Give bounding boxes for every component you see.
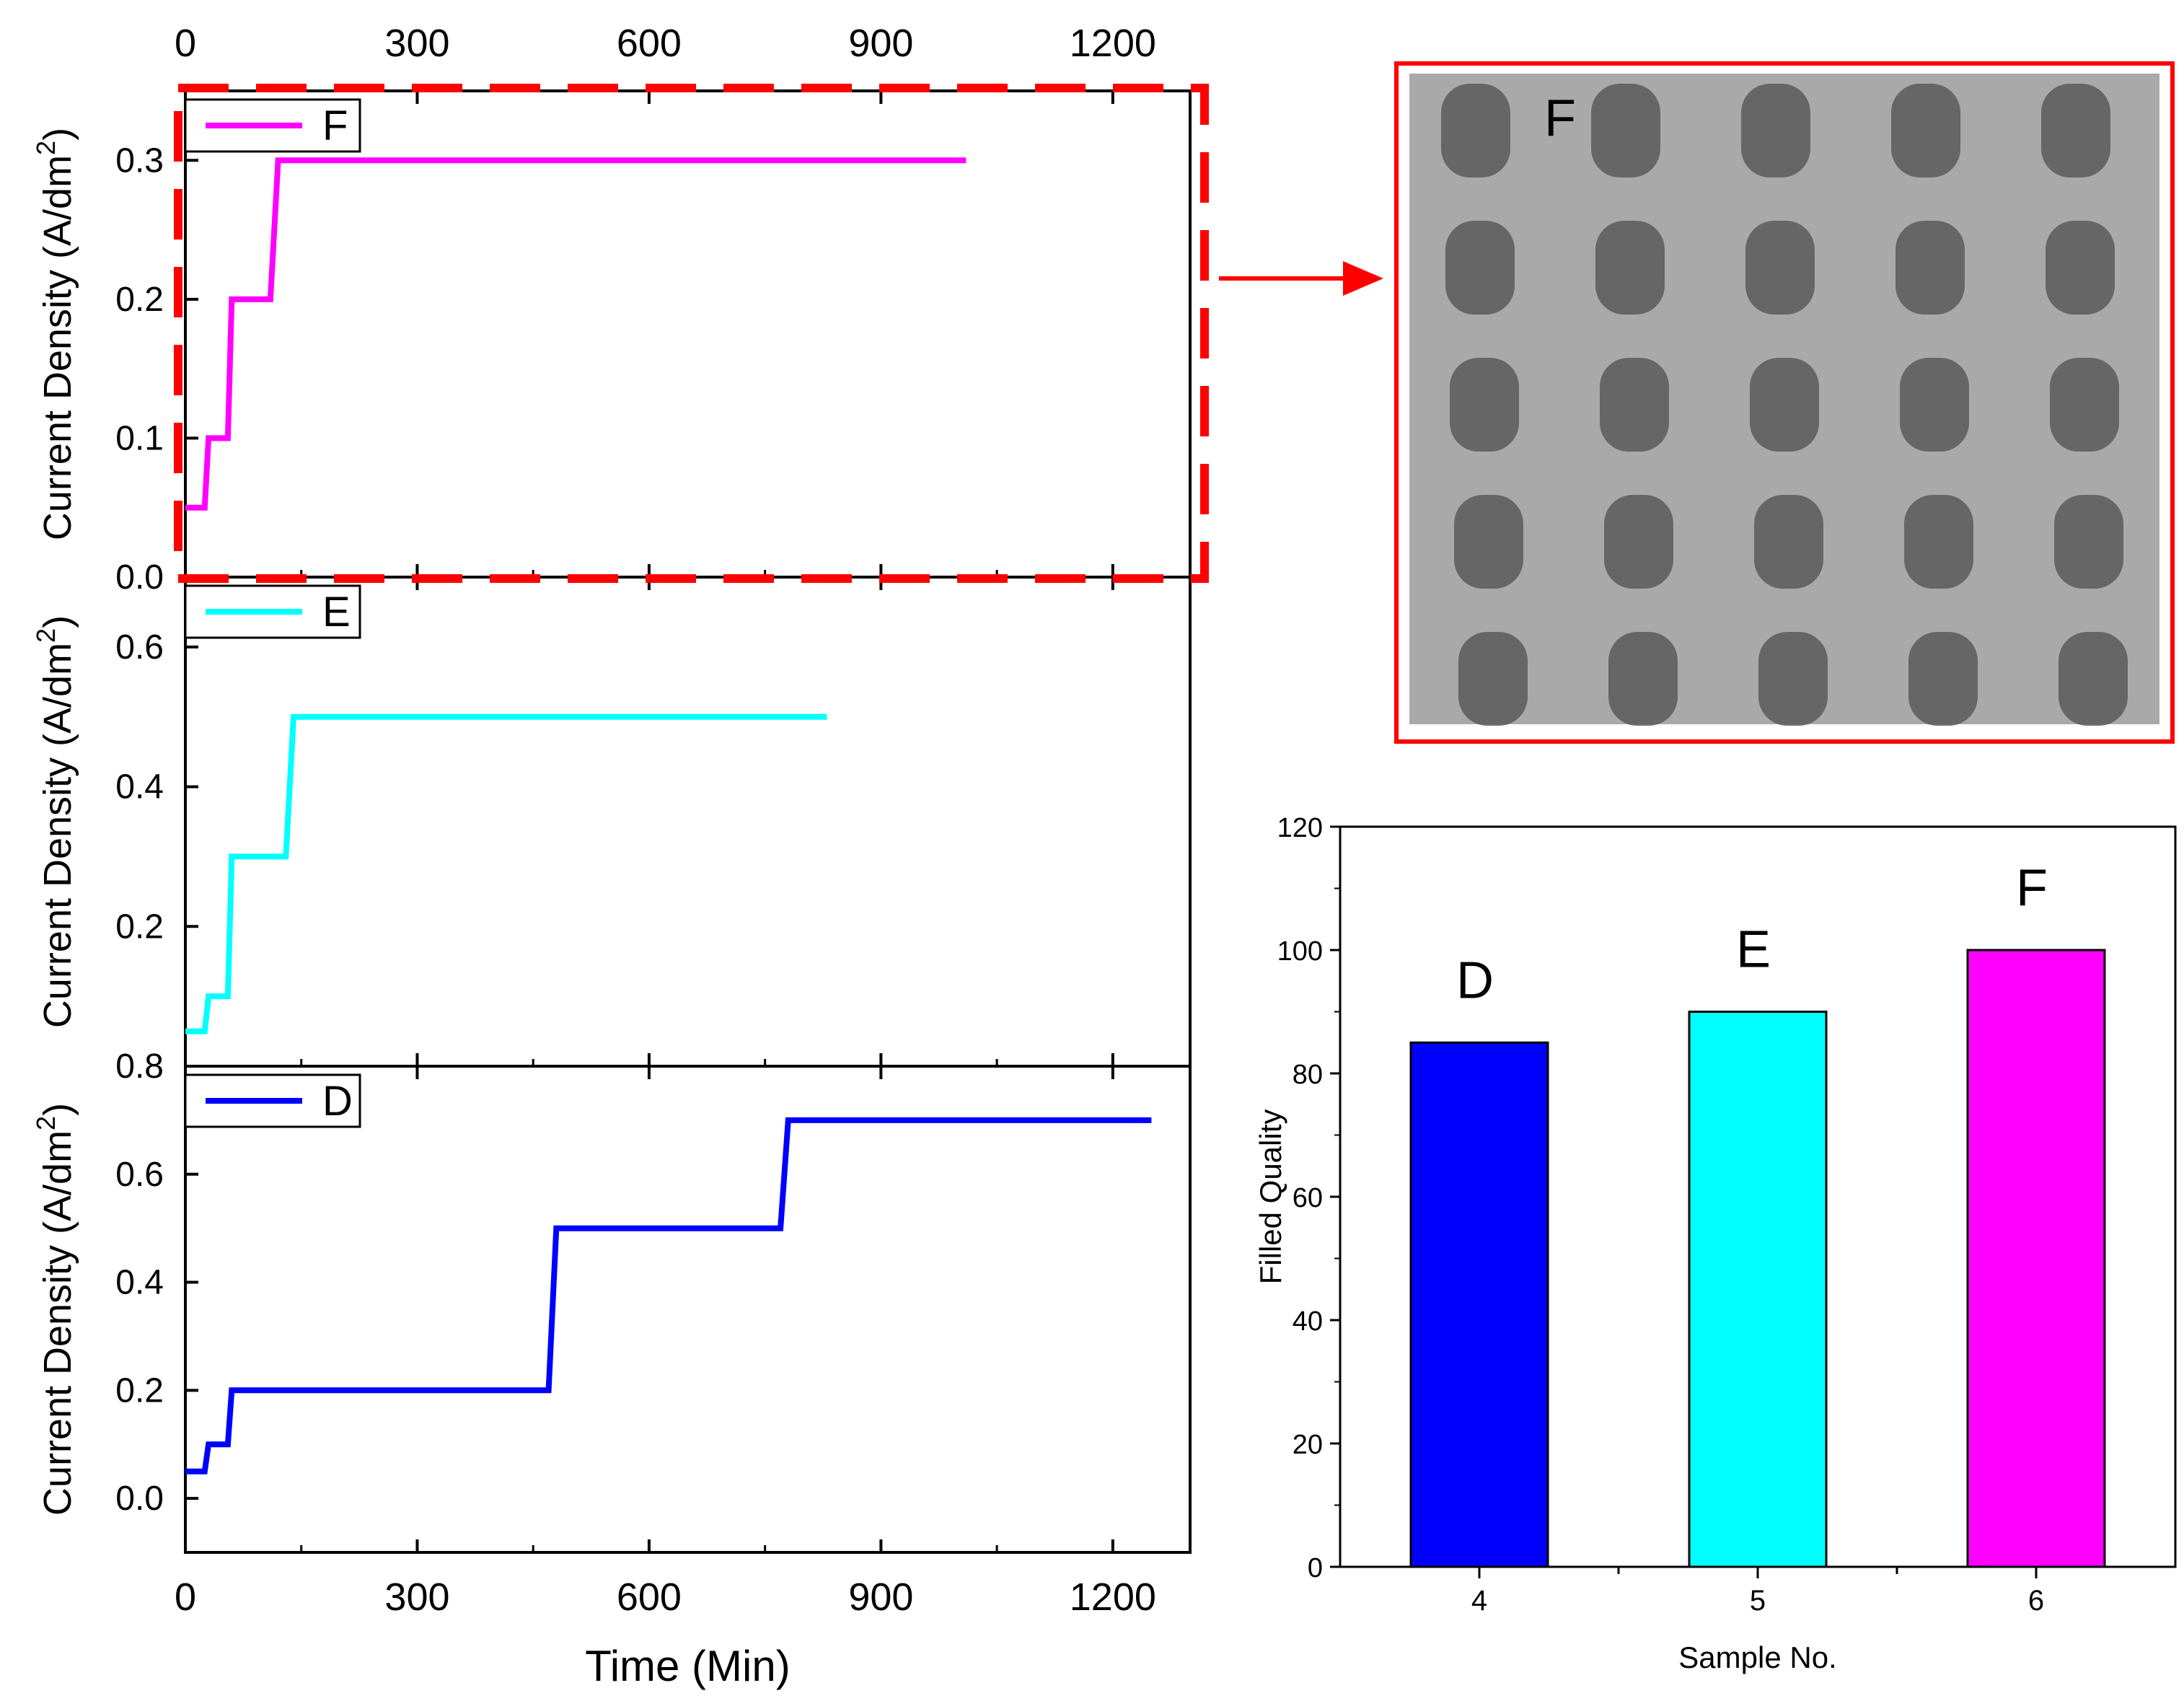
photo-via bbox=[1758, 632, 1828, 726]
bar-x-axis-label: Sample No. bbox=[1678, 1640, 1836, 1674]
photo-via bbox=[1450, 358, 1519, 452]
bar-y-tick-label: 100 bbox=[1277, 936, 1323, 967]
photo-via bbox=[1745, 221, 1815, 315]
photo-via bbox=[1454, 495, 1523, 589]
x-tick-label: 1200 bbox=[1070, 1575, 1156, 1619]
top-x-tick-label: 300 bbox=[384, 22, 449, 65]
bar-data-label: E bbox=[1736, 921, 1771, 979]
bar-y-tick-label: 60 bbox=[1293, 1183, 1323, 1213]
photo-via bbox=[2054, 495, 2123, 589]
bar-y-tick-label: 20 bbox=[1293, 1430, 1323, 1460]
bar-y-axis-label: Filled Quality bbox=[1254, 1109, 1287, 1285]
y-tick-label: 0.6 bbox=[115, 628, 164, 667]
y-tick-label: 0.1 bbox=[115, 419, 164, 457]
bar-4 bbox=[1409, 1041, 1549, 1568]
top-x-tick-label: 900 bbox=[848, 22, 913, 65]
y-tick-label: 0.3 bbox=[115, 141, 164, 180]
series-line-E bbox=[185, 713, 827, 1034]
y-axis-label: Current Density (A/dm2) bbox=[31, 615, 79, 1028]
photo-via bbox=[2050, 358, 2119, 452]
photo-via bbox=[2041, 84, 2110, 177]
legend: E bbox=[184, 584, 361, 639]
photo-via bbox=[1900, 358, 1969, 452]
bar-x-tick-label: 5 bbox=[1750, 1585, 1766, 1617]
photo-via bbox=[1904, 495, 1973, 589]
legend-label: D bbox=[322, 1078, 353, 1125]
x-axis-label: Time (Min) bbox=[585, 1642, 790, 1690]
bar-data-label: D bbox=[1456, 951, 1494, 1009]
y-tick-label: 0.2 bbox=[115, 1371, 164, 1410]
bar-y-tick-label: 0 bbox=[1308, 1553, 1323, 1583]
y-axis-label: Current Density (A/dm2) bbox=[31, 1103, 79, 1516]
y-tick-label: 0.0 bbox=[115, 558, 164, 597]
photo-via bbox=[1895, 221, 1965, 315]
x-tick-label: 600 bbox=[617, 1575, 682, 1619]
y-tick-label: 0.0 bbox=[115, 1480, 164, 1518]
legend-label: F bbox=[322, 102, 348, 149]
line-panels: 0.0 0.1 0.2 0.3 F Current Density (A/dm2) 0 300… bbox=[31, 22, 1209, 1690]
legend: D bbox=[184, 1073, 361, 1128]
photo-via bbox=[1891, 84, 1960, 177]
photo-via bbox=[1595, 221, 1665, 315]
bar-y-tick-label: 80 bbox=[1293, 1060, 1323, 1090]
bar-6 bbox=[1966, 949, 2106, 1568]
bar-y-tick-label: 120 bbox=[1277, 813, 1323, 843]
photo-via bbox=[2058, 632, 2128, 726]
legend: F bbox=[184, 98, 361, 153]
x-tick-label: 900 bbox=[848, 1575, 913, 1619]
y-tick-label: 0.6 bbox=[115, 1156, 164, 1194]
photo-via bbox=[1741, 84, 1810, 177]
top-x-tick-label: 600 bbox=[617, 22, 682, 65]
bar-chart: 0 20 40 60 80 100 120 4 D 5 E 6 F Sample No. Filled Qu… bbox=[1254, 813, 2177, 1674]
panel-E: 0.8 0.6 0.4 0.2 E Current Density (A/dm2) bbox=[31, 576, 1192, 1086]
series-line-F bbox=[185, 157, 966, 511]
photo-via bbox=[1604, 495, 1673, 589]
plot-frame bbox=[184, 576, 1192, 1068]
photo-via bbox=[1908, 632, 1978, 726]
plot-frame bbox=[184, 1065, 1192, 1554]
panel-D: 0.0 0.2 0.4 0.6 D Current Density (A/dm2) 0 300… bbox=[31, 1065, 1192, 1690]
x-tick-label: 300 bbox=[384, 1575, 449, 1619]
x-tick-label: 0 bbox=[175, 1575, 196, 1619]
legend-label: E bbox=[322, 589, 351, 636]
bar-y-tick-label: 40 bbox=[1293, 1306, 1323, 1337]
y-tick-label: 0.4 bbox=[115, 1264, 164, 1302]
photo-via bbox=[1458, 632, 1528, 726]
photo-label: F bbox=[1544, 89, 1576, 147]
bar-x-tick-label: 6 bbox=[2028, 1585, 2044, 1617]
top-x-tick-label: 1200 bbox=[1070, 22, 1156, 65]
plot-frame bbox=[184, 89, 1192, 579]
photo-via bbox=[1750, 358, 1819, 452]
photo-via bbox=[1600, 358, 1669, 452]
photo-via bbox=[2046, 221, 2115, 315]
y-axis-label: Current Density (A/dm2) bbox=[31, 128, 79, 540]
photo-panel: F bbox=[1394, 61, 2175, 744]
photo-via bbox=[1591, 84, 1660, 177]
highlight-dashed-box bbox=[174, 84, 1209, 583]
photo-via bbox=[1441, 84, 1510, 177]
arrow-head bbox=[1343, 261, 1383, 296]
bar-x-tick-label: 4 bbox=[1471, 1585, 1487, 1617]
highlight-connector bbox=[1219, 261, 1383, 296]
y-tick-label: 0.8 bbox=[115, 1047, 164, 1086]
photo-via bbox=[1754, 495, 1823, 589]
y-tick-label: 0.2 bbox=[115, 907, 164, 946]
photo-via bbox=[1608, 632, 1678, 726]
bar-5 bbox=[1688, 1011, 1828, 1568]
top-x-tick-label: 0 bbox=[175, 22, 196, 65]
photo-via bbox=[1445, 221, 1515, 315]
bar-data-label: F bbox=[2016, 859, 2048, 917]
y-tick-label: 0.2 bbox=[115, 281, 164, 319]
panel-F: 0.0 0.1 0.2 0.3 F Current Density (A/dm2) 0 300… bbox=[31, 22, 1192, 597]
y-tick-label: 0.4 bbox=[115, 768, 164, 806]
series-line-D bbox=[185, 1117, 1152, 1474]
